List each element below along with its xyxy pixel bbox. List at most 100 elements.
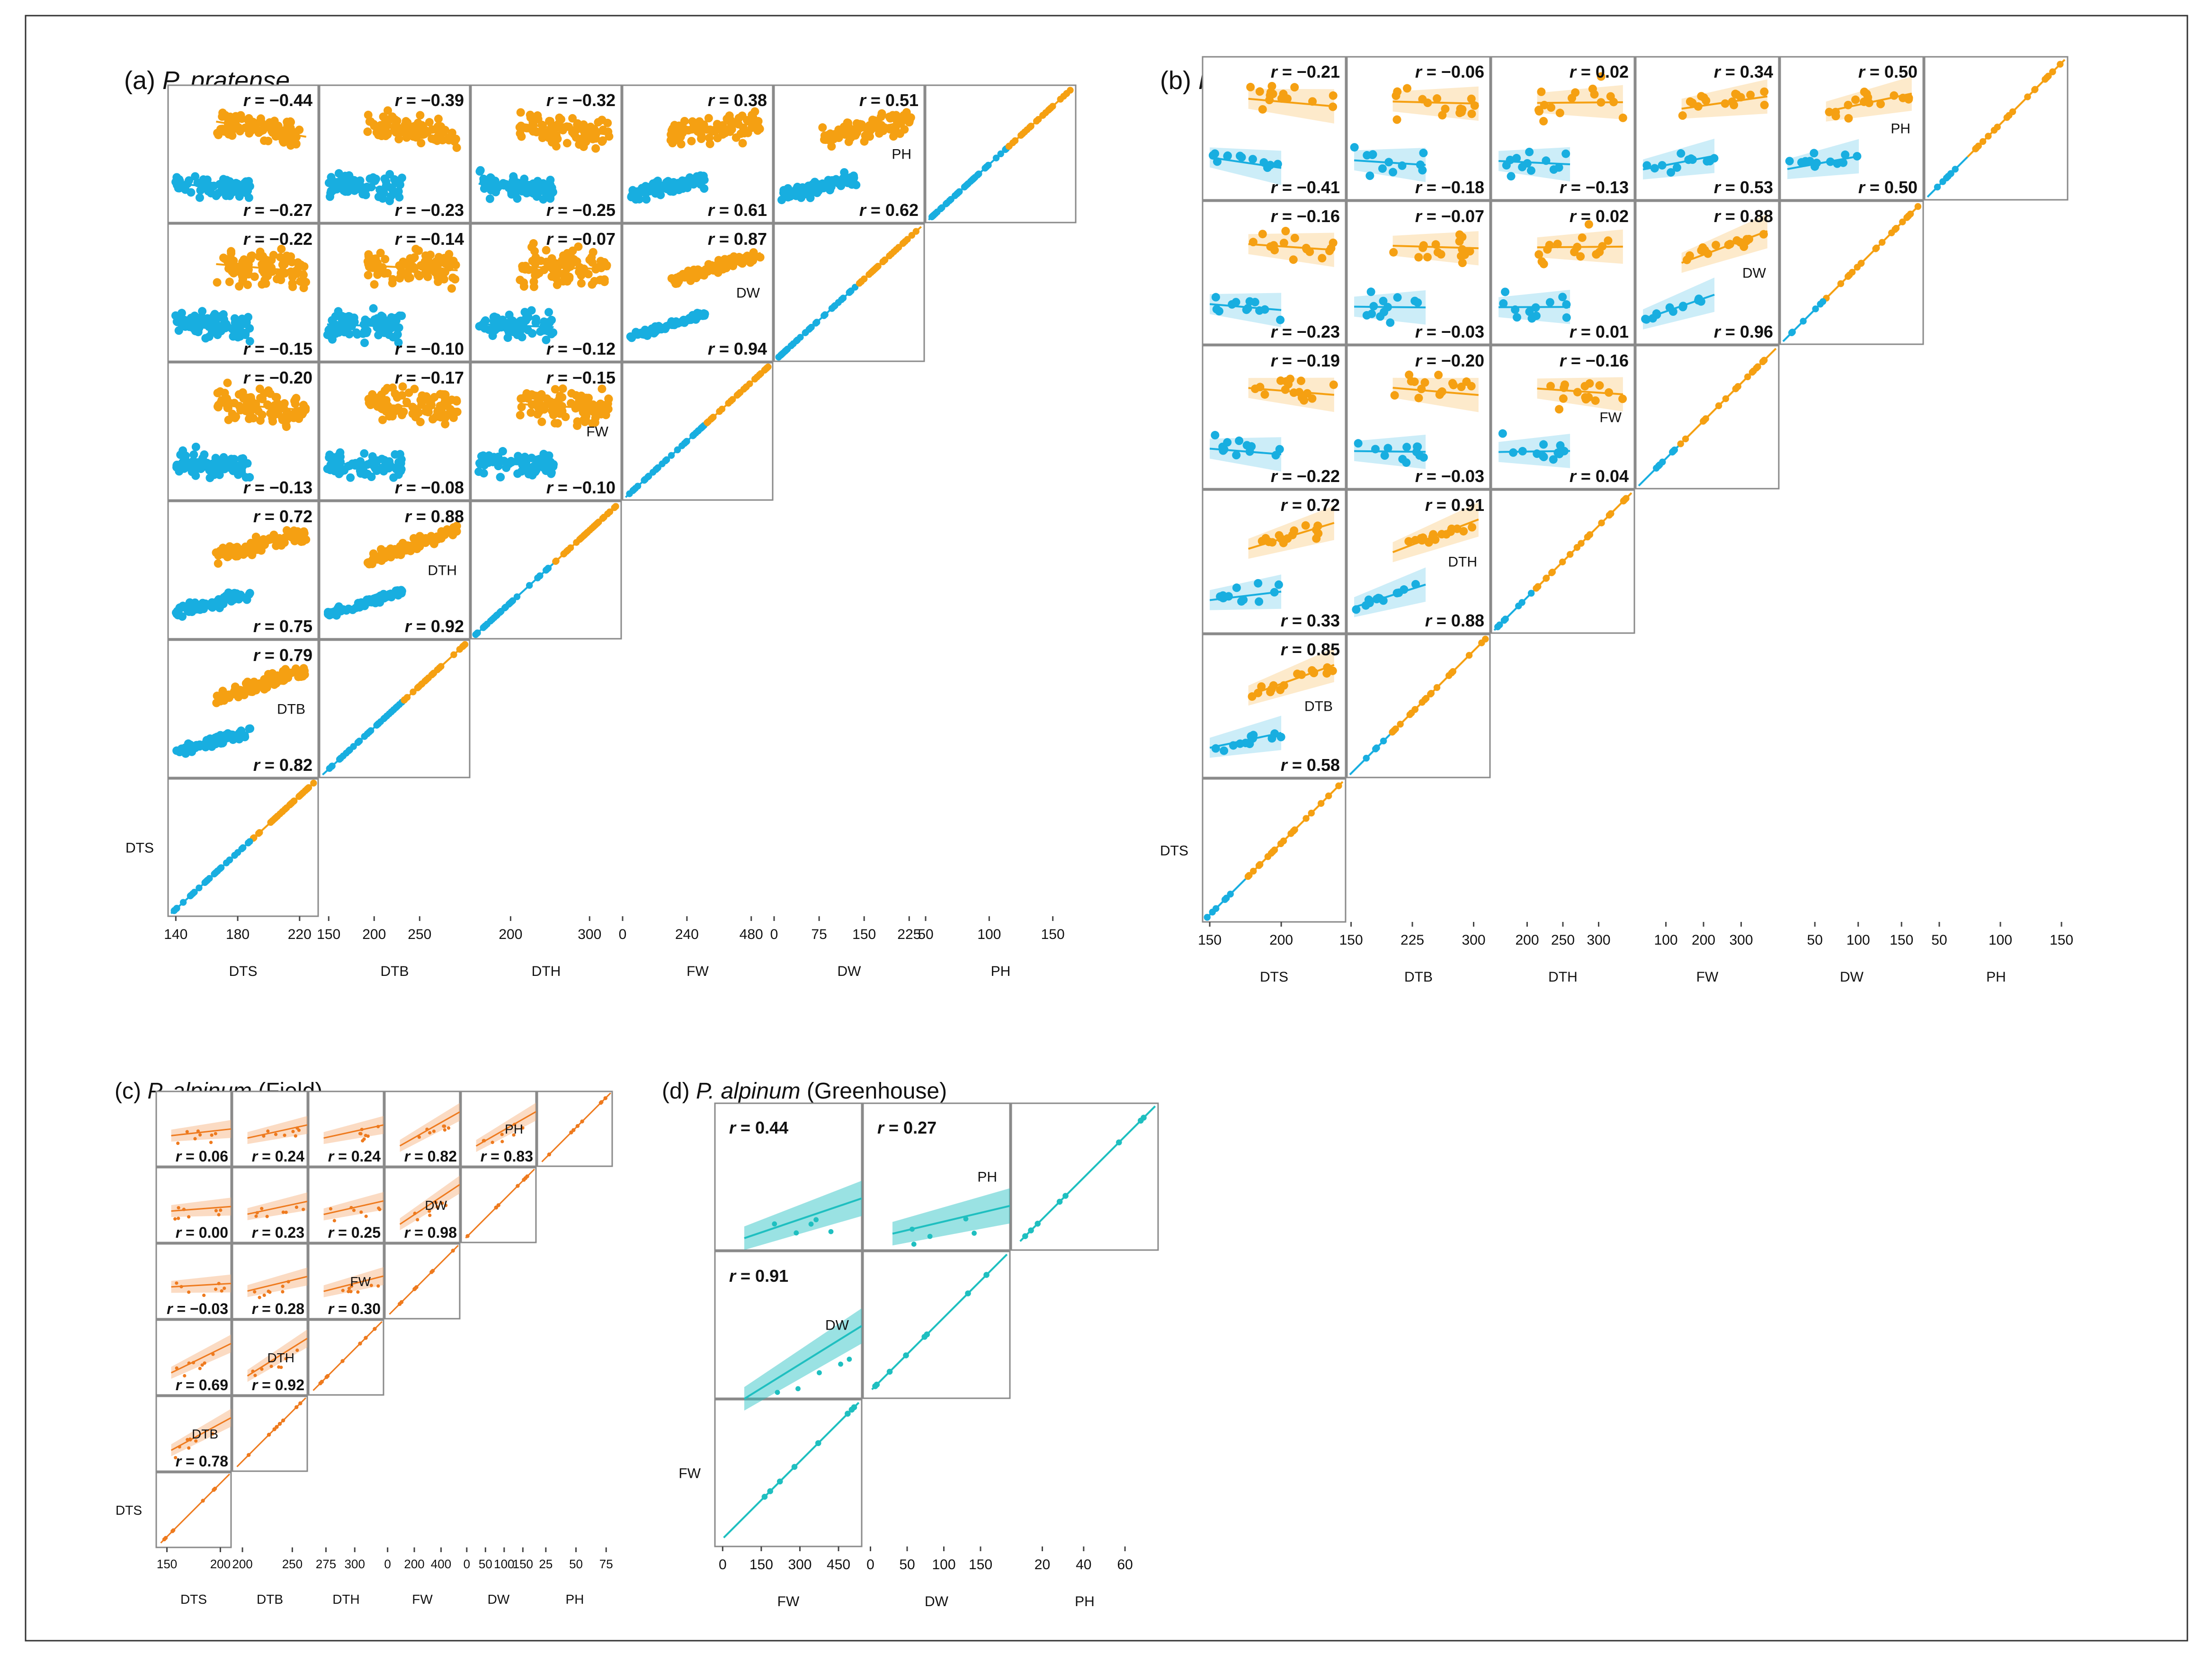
x-tick-label-DTH: 200: [499, 927, 522, 942]
x-axis-label-DTS: DTS: [229, 964, 258, 979]
diag-point: [211, 870, 218, 877]
data-point-orange: [680, 116, 689, 125]
data-point-orange: [573, 421, 582, 430]
data-point-blue: [179, 315, 188, 324]
cell-DTH-vs-DTS: r = 0.72r = 0.75: [167, 500, 319, 640]
diag-point: [764, 364, 771, 371]
diag-point: [1213, 905, 1220, 912]
data-point-orange: [370, 280, 379, 289]
r-value-orange: r = −0.44: [243, 90, 312, 110]
diag-point: [310, 779, 317, 787]
data-point: [366, 1134, 370, 1138]
cell-PH-vs-DTB: r = −0.39 r = −0.23: [319, 84, 471, 223]
data-point-orange: [673, 123, 682, 132]
r-value-blue: r = −0.10: [395, 339, 464, 358]
data-point-orange: [1290, 233, 1299, 242]
diag-point: [784, 345, 791, 353]
diag-point: [698, 424, 705, 431]
diag-point: [410, 688, 417, 696]
r-value-blue: r = −0.23: [1271, 322, 1340, 341]
data-point-orange: [549, 411, 558, 420]
data-point-orange: [398, 382, 407, 391]
diag-point: [767, 1488, 773, 1494]
data-point: [500, 1140, 504, 1144]
diag-point: [1138, 1117, 1144, 1124]
data-point-orange: [1455, 230, 1464, 239]
data-point-blue: [1254, 579, 1263, 588]
x-tick-label-DTB: 200: [232, 1557, 252, 1571]
data-point-blue: [1236, 152, 1245, 161]
r-value-orange: r = −0.07: [1415, 206, 1484, 226]
x-tick-label-FW: 400: [431, 1557, 451, 1571]
cell-DTB-vs-DTB: [232, 1395, 308, 1472]
diag-point: [1939, 178, 1946, 185]
data-point: [187, 1290, 191, 1294]
cell-FW-vs-FW: [384, 1243, 461, 1320]
diag-point: [1502, 616, 1509, 623]
cell-DTH-vs-DTS: r = 0.72 r = 0.33: [1202, 489, 1347, 634]
diag-point: [377, 718, 384, 725]
r-value: r = 0.82: [404, 1148, 457, 1165]
diag-point: [1873, 244, 1880, 251]
diag-point: [1363, 755, 1370, 762]
r-value-orange: r = −0.20: [1415, 351, 1484, 370]
data-point-orange: [247, 539, 256, 548]
data-point-orange: [430, 393, 439, 402]
data-point: [428, 1214, 432, 1217]
data-point-blue: [1507, 172, 1516, 181]
diag-point: [690, 432, 697, 439]
data-point-orange: [231, 413, 240, 422]
r-number-blue: = 0.04: [1576, 466, 1629, 486]
diag-point: [1744, 373, 1751, 380]
data-point-blue: [216, 327, 225, 336]
data-point: [359, 1210, 363, 1214]
cell-PH-vs-PH: [925, 84, 1077, 223]
diag-point: [812, 320, 820, 327]
data-point-blue: [191, 442, 200, 451]
data-point-orange: [242, 258, 251, 267]
r-value-orange: r = −0.22: [243, 229, 312, 249]
data-point-blue: [356, 469, 365, 478]
data-point-orange: [377, 556, 386, 565]
row-label-FW: FW: [1599, 410, 1622, 426]
cell-FW-vs-DTB: r = 0.28: [232, 1243, 308, 1320]
diag-point: [1879, 239, 1886, 246]
r-value-blue: r = 0.04: [1570, 466, 1629, 486]
diag-point: [217, 864, 225, 871]
x-axis-label-DTS: DTS: [180, 1592, 207, 1607]
data-point-orange: [519, 393, 528, 402]
x-tick-label-PH: 150: [2050, 932, 2073, 948]
data-point-blue: [1419, 453, 1428, 462]
diag-point: [272, 1427, 276, 1431]
cell-DW-vs-DW: [862, 1251, 1011, 1399]
data-point-blue: [191, 471, 200, 480]
diag-point: [1972, 145, 1979, 152]
data-point-orange: [230, 544, 239, 553]
row-label-DW: DW: [736, 286, 760, 301]
diag-point: [641, 477, 648, 484]
x-axis-label-FW: FW: [687, 964, 709, 979]
data-point-blue: [1558, 293, 1567, 302]
r-number-orange: = −0.16: [1566, 351, 1629, 370]
diag-point: [1548, 569, 1555, 576]
data-point-blue: [1232, 451, 1241, 460]
data-point-blue: [1350, 143, 1359, 152]
r-value-orange: r = 0.02: [1570, 62, 1629, 81]
data-point-blue: [1367, 309, 1376, 318]
diag-point: [1722, 395, 1730, 402]
data-point-orange: [1555, 405, 1564, 414]
r-number-blue: = −0.25: [553, 200, 615, 220]
x-axis-label-PH: PH: [1075, 1594, 1095, 1609]
fit-line-blue: [478, 462, 554, 467]
r-number-blue: = 0.88: [1432, 611, 1484, 630]
diag-point: [403, 694, 411, 701]
data-point-blue: [476, 166, 485, 175]
data-point-blue: [1393, 293, 1402, 302]
x-tick-label-DTB: 250: [282, 1557, 303, 1571]
data-point-orange: [1433, 248, 1442, 257]
diag-point: [580, 1119, 584, 1124]
data-point-orange: [404, 388, 413, 397]
fit-line-orange: [367, 402, 458, 411]
data-point-orange: [1300, 396, 1309, 405]
row-label-FW: FW: [586, 424, 608, 440]
